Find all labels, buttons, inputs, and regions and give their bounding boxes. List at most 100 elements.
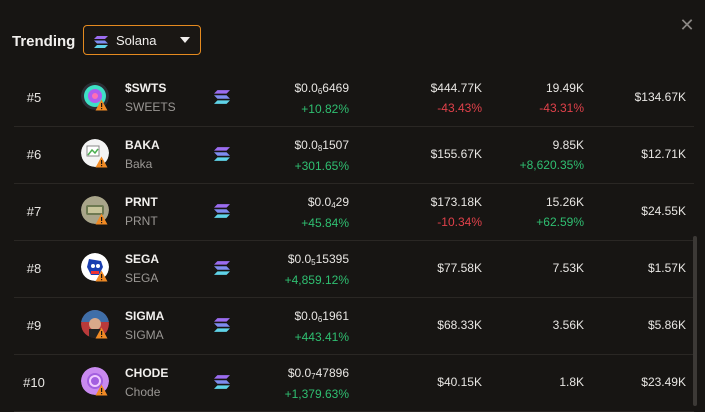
chain-dropdown[interactable]: Solana — [83, 25, 201, 55]
solana-icon — [214, 204, 230, 223]
volume-change: -43.43% — [437, 101, 482, 115]
volume-value: $444.77K — [430, 81, 482, 95]
price-value: $0.081507 — [294, 138, 349, 153]
token-ticker: SWEETS — [125, 100, 176, 114]
price-cell: $0.066469 +10.82% — [294, 81, 349, 116]
volume-cell: $444.77K -43.43% — [431, 81, 482, 115]
table-row[interactable]: #8 SEGA SEGA $0.0515395 +4,859.12% $77.58K 7.5… — [14, 241, 694, 298]
token-avatar — [81, 253, 109, 282]
warning-icon — [95, 212, 108, 230]
price-change: +45.84% — [301, 216, 349, 230]
txns-cell: 3.56K — [553, 318, 584, 332]
token-name: PRNT — [125, 195, 158, 209]
trending-table: #5 $SWTS SWEETS $0.066469 +10.82% $444.77K -43… — [14, 70, 694, 412]
txns-cell: 1.8K — [559, 375, 584, 389]
solana-icon — [214, 147, 230, 166]
rank: #8 — [26, 261, 42, 276]
rank: #6 — [26, 147, 42, 162]
volume-value: $173.18K — [430, 195, 482, 209]
token-avatar — [81, 196, 109, 225]
token-name: $SWTS — [125, 81, 167, 95]
solana-icon — [214, 375, 230, 394]
token-avatar — [81, 139, 109, 168]
table-row[interactable]: #6 BAKA Baka $0.081507 +301.65% $155.67K 9.85K… — [14, 127, 694, 184]
solana-icon — [214, 90, 230, 109]
liquidity-cell: $1.57K — [648, 261, 686, 275]
token-ticker: Chode — [125, 385, 161, 399]
txns-value: 1.8K — [559, 375, 584, 389]
table-row[interactable]: #9 SIGMA SIGMA $0.061961 +443.41% $68.33K 3.56… — [14, 298, 694, 355]
liquidity-cell: $23.49K — [641, 375, 686, 389]
volume-cell: $68.33K — [437, 318, 482, 332]
liquidity-value: $12.71K — [641, 147, 686, 161]
page-title: Trending — [12, 33, 76, 50]
close-icon[interactable]: ✕ — [679, 15, 695, 35]
token-avatar — [81, 367, 109, 396]
scrollbar[interactable] — [693, 236, 697, 406]
volume-change: -10.34% — [437, 215, 482, 229]
txns-cell: 19.49K -43.31% — [539, 81, 584, 115]
txns-cell: 7.53K — [553, 261, 584, 275]
solana-icon — [94, 35, 108, 53]
price-value: $0.0515395 — [287, 252, 349, 267]
token-name: SIGMA — [125, 309, 165, 323]
price-cell: $0.0515395 +4,859.12% — [285, 252, 349, 287]
price-change: +4,859.12% — [284, 273, 349, 287]
liquidity-cell: $24.55K — [641, 204, 686, 218]
rank: #10 — [23, 375, 45, 390]
token-name: SEGA — [125, 252, 160, 266]
trending-header: Trending Solana ✕ — [0, 0, 705, 70]
price-change: +443.41% — [294, 330, 349, 344]
table-row[interactable]: #10 CHODE Chode $0.0747896 +1,379.63% $40.15K… — [14, 355, 694, 412]
table-row[interactable]: #5 $SWTS SWEETS $0.066469 +10.82% $444.77K -43… — [14, 70, 694, 127]
liquidity-value: $1.57K — [647, 261, 686, 275]
token-ticker: Baka — [125, 157, 153, 171]
txns-value: 7.53K — [552, 261, 584, 275]
volume-value: $40.15K — [437, 375, 482, 389]
txns-change: +62.59% — [536, 215, 584, 229]
warning-icon — [95, 155, 108, 173]
txns-value: 3.56K — [552, 318, 584, 332]
warning-icon — [95, 326, 108, 344]
price-cell: $0.081507 +301.65% — [294, 138, 349, 173]
liquidity-cell: $12.71K — [641, 147, 686, 161]
txns-change: -43.31% — [539, 101, 584, 115]
price-value: $0.0429 — [307, 195, 349, 210]
chevron-down-icon — [180, 37, 190, 43]
rank: #9 — [26, 318, 42, 333]
volume-value: $68.33K — [437, 318, 482, 332]
token-ticker: PRNT — [125, 214, 158, 228]
volume-cell: $173.18K -10.34% — [431, 195, 482, 229]
price-change: +1,379.63% — [284, 387, 349, 401]
txns-value: 19.49K — [545, 81, 584, 95]
price-change: +10.82% — [301, 102, 349, 116]
liquidity-cell: $5.86K — [648, 318, 686, 332]
warning-icon — [95, 383, 108, 401]
txns-value: 9.85K — [552, 138, 584, 152]
rank: #5 — [26, 90, 42, 105]
price-cell: $0.0747896 +1,379.63% — [285, 366, 349, 401]
liquidity-value: $134.67K — [634, 90, 686, 104]
price-value: $0.066469 — [294, 81, 349, 96]
txns-cell: 9.85K +8,620.35% — [520, 138, 584, 172]
price-value: $0.0747896 — [287, 366, 349, 381]
price-cell: $0.0429 +45.84% — [301, 195, 349, 230]
token-ticker: SIGMA — [125, 328, 164, 342]
token-ticker: SEGA — [125, 271, 159, 285]
rank: #7 — [26, 204, 42, 219]
price-change: +301.65% — [294, 159, 349, 173]
txns-cell: 15.26K +62.59% — [536, 195, 584, 229]
table-row[interactable]: #7 PRNT PRNT $0.0429 +45.84% $173.18K -10.34% 1… — [14, 184, 694, 241]
warning-icon — [95, 269, 108, 287]
liquidity-cell: $134.67K — [635, 90, 686, 104]
volume-value: $155.67K — [430, 147, 482, 161]
txns-value: 15.26K — [545, 195, 584, 209]
solana-icon — [214, 261, 230, 280]
volume-cell: $40.15K — [437, 375, 482, 389]
txns-change: +8,620.35% — [519, 158, 584, 172]
volume-cell: $77.58K — [437, 261, 482, 275]
price-cell: $0.061961 +443.41% — [294, 309, 349, 344]
token-avatar — [81, 310, 109, 339]
solana-icon — [214, 318, 230, 337]
chain-dropdown-value: Solana — [116, 33, 157, 48]
